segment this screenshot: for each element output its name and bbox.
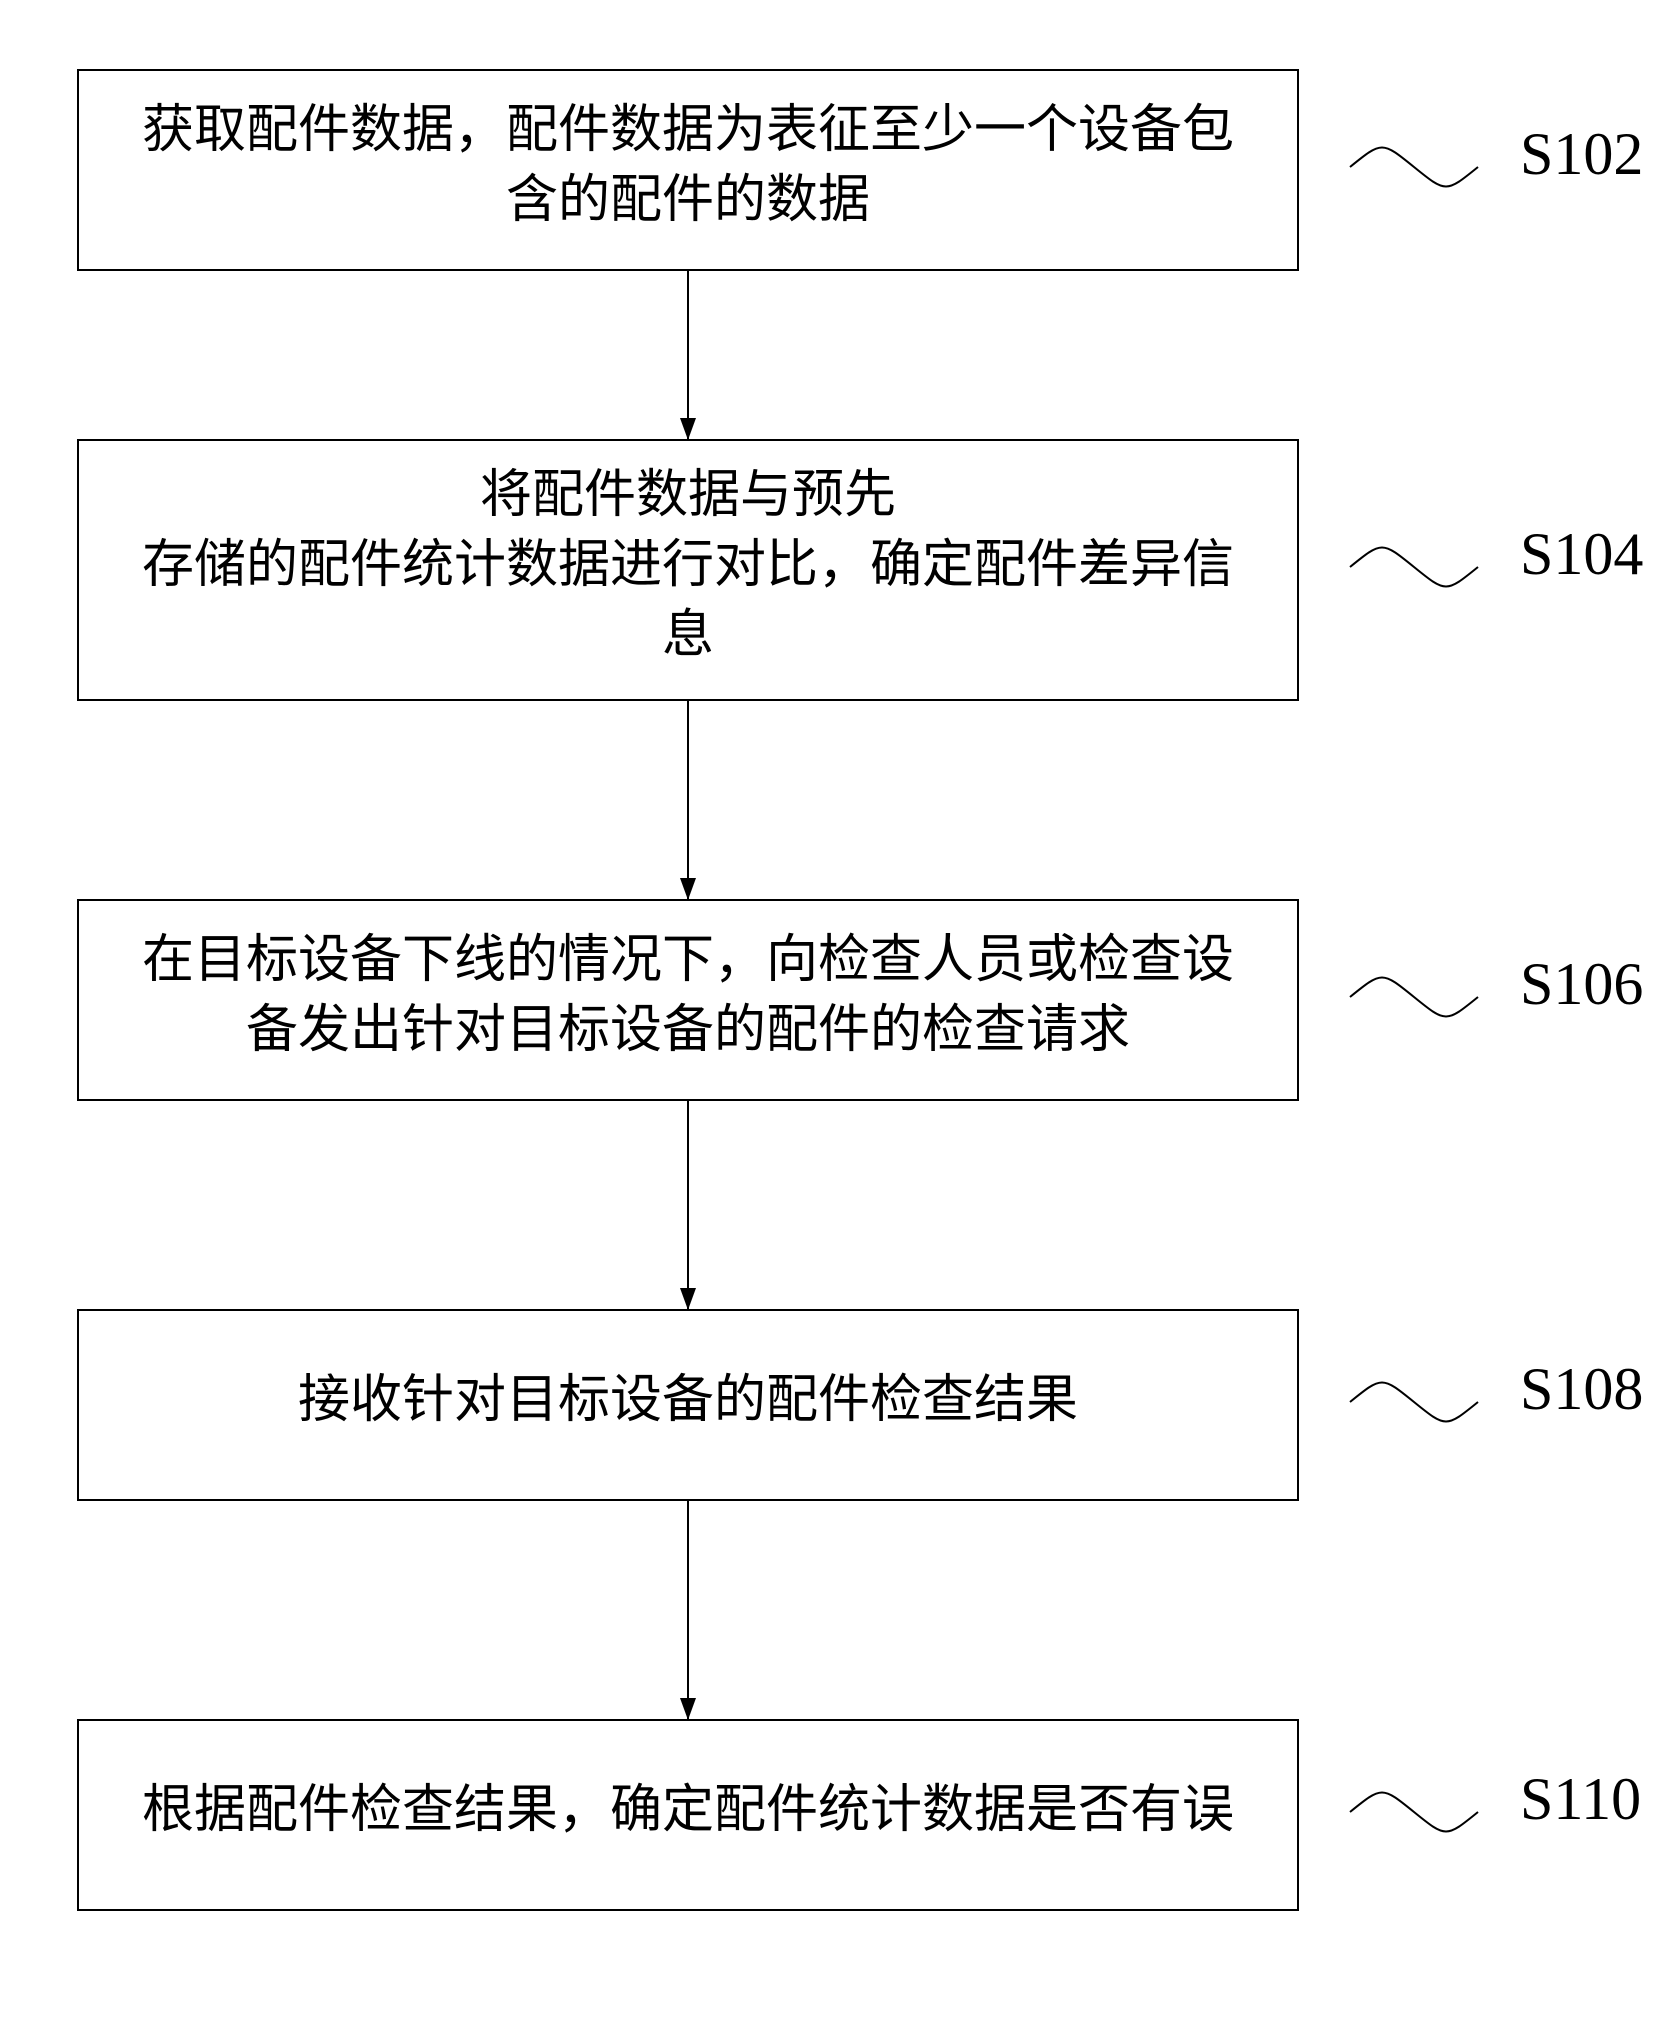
- step-label: S104: [1520, 521, 1643, 587]
- step-label: S110: [1520, 1766, 1641, 1832]
- step-label: S108: [1520, 1356, 1643, 1422]
- step-connector-wave: [1350, 148, 1478, 187]
- flowchart-step-s106: 在目标设备下线的情况下，向检查人员或检查设备发出针对目标设备的配件的检查请求S1…: [78, 900, 1643, 1100]
- flowchart-step-s108: 接收针对目标设备的配件检查结果 S108: [78, 1310, 1643, 1500]
- step-connector-wave: [1350, 978, 1478, 1017]
- flowchart-canvas: 获取配件数据，配件数据为表征至少一个设备包含的配件的数据S102 将配件数据与预先…: [0, 0, 1658, 2018]
- flowchart-step-s104: 将配件数据与预先存储的配件统计数据进行对比，确定配件差异信息S104: [78, 440, 1643, 700]
- step-connector-wave: [1350, 548, 1478, 587]
- flowchart-step-s102: 获取配件数据，配件数据为表征至少一个设备包含的配件的数据S102: [78, 70, 1643, 270]
- step-connector-wave: [1350, 1793, 1478, 1832]
- step-label: S106: [1520, 951, 1643, 1017]
- step-label: S102: [1520, 121, 1643, 187]
- step-text: 根据配件检查结果，确定配件统计数据是否有误: [142, 1782, 1234, 1839]
- flowchart-step-s110: 根据配件检查结果，确定配件统计数据是否有误 S110: [78, 1720, 1641, 1910]
- step-connector-wave: [1350, 1383, 1478, 1422]
- step-box: [78, 900, 1298, 1100]
- step-box: [78, 70, 1298, 270]
- step-text: 接收针对目标设备的配件检查结果: [298, 1372, 1078, 1429]
